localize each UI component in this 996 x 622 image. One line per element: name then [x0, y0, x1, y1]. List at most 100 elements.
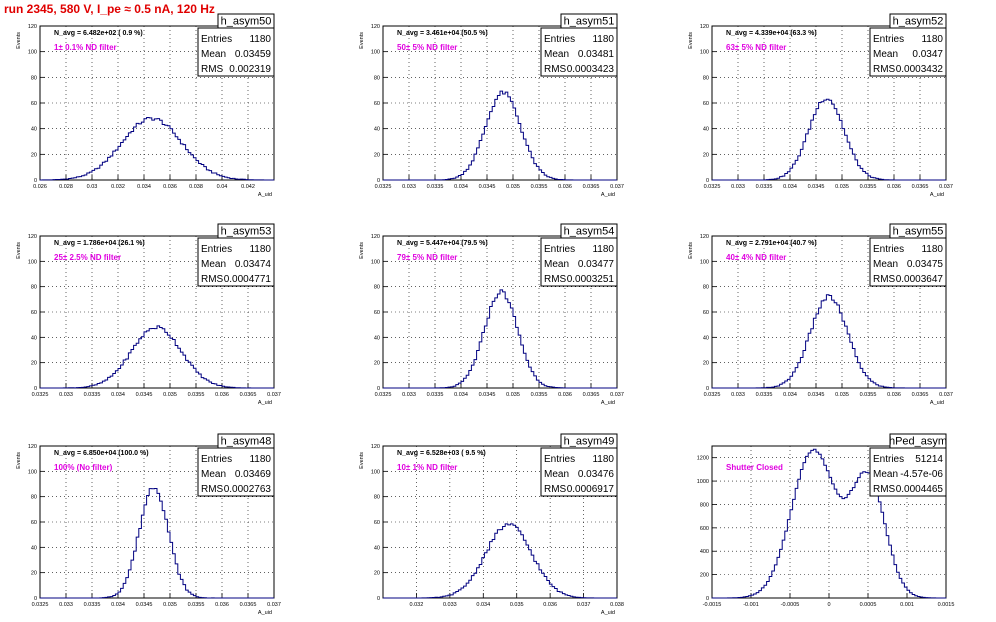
x-tick-label: 0.0365 — [240, 392, 257, 398]
y-tick-label: 40 — [374, 127, 380, 133]
x-tick-label: 0.0325 — [32, 392, 49, 398]
x-tick-label: 0.036 — [215, 602, 229, 608]
filter-label: 1± 0.1% ND filter — [54, 43, 117, 52]
histogram-panel-h_asym51: 0.0325 0.033 0.0335 0.034 0.0345 0.035 0.0355 0… — [359, 13, 624, 198]
x-tick-label: 0.033 — [731, 184, 745, 190]
x-tick-label: 0.036 — [887, 392, 901, 398]
stats-label: Entries — [201, 34, 232, 45]
stats-title: h_asym51 — [564, 16, 615, 28]
stats-value: 0.0003647 — [896, 274, 944, 285]
stats-label: Mean — [201, 469, 226, 480]
x-tick-label: 0.0325 — [32, 602, 49, 608]
stats-value: 0.03469 — [235, 469, 272, 480]
stats-label: Entries — [873, 34, 904, 45]
y-tick-label: 80 — [31, 285, 37, 291]
y-tick-label: 80 — [31, 495, 37, 501]
y-tick-label: 20 — [374, 152, 380, 158]
stats-label: RMS — [201, 274, 224, 285]
x-tick-label: 0.0325 — [375, 392, 392, 398]
y-tick-label: 40 — [703, 127, 709, 133]
y-tick-label: 20 — [703, 152, 709, 158]
stats-label: RMS — [544, 274, 567, 285]
y-tick-label: 20 — [31, 152, 37, 158]
x-tick-label: 0.036 — [558, 392, 572, 398]
stats-value: 1180 — [921, 34, 943, 45]
y-tick-label: 120 — [371, 24, 380, 30]
x-tick-label: 0 — [827, 602, 830, 608]
y-tick-label: 60 — [703, 310, 709, 316]
x-tick-label: 0.0365 — [583, 392, 600, 398]
y-tick-label: 40 — [31, 335, 37, 341]
filter-label: Shutter Closed — [726, 463, 783, 472]
stats-label: Entries — [201, 244, 232, 255]
x-tick-label: 0.035 — [835, 184, 849, 190]
stats-value: 0.03474 — [235, 259, 272, 270]
stats-value: 0.0002763 — [224, 484, 272, 495]
stats-title: h_asym54 — [564, 226, 615, 238]
y-axis-label: Events — [16, 242, 22, 259]
stats-label: Entries — [873, 244, 904, 255]
stats-value: 0.0003251 — [567, 274, 615, 285]
stats-label: Entries — [544, 454, 575, 465]
y-tick-label: 100 — [700, 259, 709, 265]
x-tick-label: 0.036 — [887, 184, 901, 190]
y-tick-label: 0 — [706, 178, 709, 184]
filter-label: 40± 4% ND filter — [726, 253, 786, 262]
y-tick-label: 60 — [703, 101, 709, 107]
x-tick-label: 0.042 — [241, 184, 255, 190]
x-tick-label: 0.0355 — [860, 392, 877, 398]
x-tick-label: -0.001 — [743, 602, 759, 608]
x-tick-label: 0.0335 — [427, 392, 444, 398]
x-tick-label: 0.038 — [189, 184, 203, 190]
x-tick-label: 0.0345 — [808, 184, 825, 190]
y-tick-label: 120 — [28, 234, 37, 240]
histogram-panel-h_asym52: 0.0325 0.033 0.0335 0.034 0.0345 0.035 0.0355 0… — [688, 13, 953, 198]
stats-box — [197, 447, 275, 497]
x-tick-label: 0.0005 — [860, 602, 877, 608]
stats-box — [540, 237, 618, 287]
x-tick-label: 0.035 — [510, 602, 524, 608]
stats-label: RMS — [873, 274, 896, 285]
x-tick-label: 0.035 — [506, 184, 520, 190]
x-tick-label: 0.0335 — [427, 184, 444, 190]
stats-label: RMS — [201, 484, 224, 495]
stats-label: Mean — [873, 469, 898, 480]
histogram-series-hPed_asym — [711, 448, 947, 599]
x-tick-label: 0.0355 — [531, 392, 548, 398]
y-axis-label: Events — [359, 452, 365, 469]
stats-title: h_asym50 — [221, 16, 272, 28]
navg-label: N_avg = 2.791e+04 (40.7 %) — [726, 240, 817, 247]
y-tick-label: 0 — [34, 178, 37, 184]
x-tick-label: 0.0355 — [188, 602, 205, 608]
x-tick-label: 0.033 — [59, 392, 73, 398]
stats-value: 0.0004465 — [896, 484, 944, 495]
histogram-panel-h_asym54: 0.0325 0.033 0.0335 0.034 0.0345 0.035 0.0355 0… — [359, 223, 624, 406]
y-tick-label: 20 — [703, 361, 709, 367]
x-tick-label: 0.032 — [111, 184, 125, 190]
y-tick-label: 20 — [374, 361, 380, 367]
x-tick-label: 0.0345 — [479, 184, 496, 190]
stats-box — [540, 447, 618, 497]
stats-title: h_asym48 — [221, 436, 272, 448]
y-tick-label: 100 — [28, 50, 37, 56]
y-tick-label: 0 — [706, 386, 709, 392]
y-tick-label: 1200 — [697, 456, 709, 462]
x-tick-label: 0.04 — [217, 184, 228, 190]
stats-value: 1180 — [249, 244, 271, 255]
y-axis-label: Events — [688, 32, 694, 49]
y-tick-label: 100 — [371, 50, 380, 56]
y-tick-label: 20 — [31, 361, 37, 367]
filter-label: 100% (No filter) — [54, 463, 113, 472]
x-tick-label: 0.035 — [163, 392, 177, 398]
y-tick-label: 20 — [374, 571, 380, 577]
stats-box — [869, 447, 947, 497]
x-tick-label: 0.037 — [939, 392, 953, 398]
stats-label: Entries — [201, 454, 232, 465]
x-tick-label: 0.0335 — [84, 602, 101, 608]
stats-box — [197, 27, 275, 77]
x-tick-label: 0.037 — [577, 602, 591, 608]
x-tick-label: -0.0005 — [781, 602, 800, 608]
y-tick-label: 40 — [374, 335, 380, 341]
y-tick-label: 80 — [703, 285, 709, 291]
